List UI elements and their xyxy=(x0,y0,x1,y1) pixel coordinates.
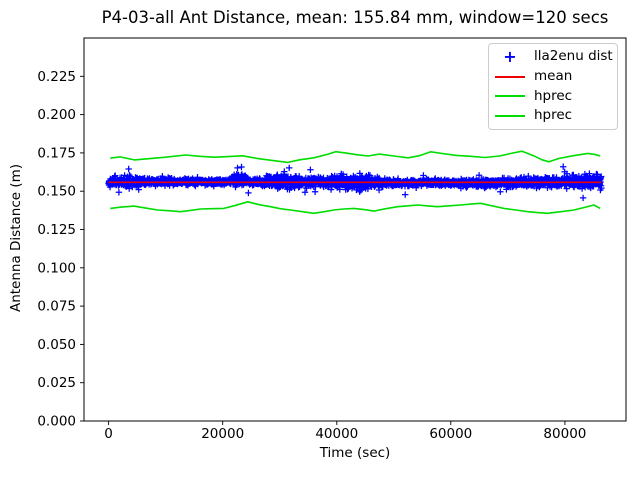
line-marker-icon xyxy=(495,75,525,78)
x-tick-label: 60000 xyxy=(429,426,472,442)
x-tick-label: 20000 xyxy=(201,426,244,442)
y-tick-label: 0.100 xyxy=(37,260,76,276)
y-tick-label: 0.000 xyxy=(37,414,76,430)
x-tick-label: 80000 xyxy=(543,426,586,442)
y-tick-label: 0.150 xyxy=(37,184,76,200)
legend: + lla2enu dist mean hprec hprec xyxy=(488,43,618,130)
legend-label: hprec xyxy=(534,107,573,124)
hprec-line xyxy=(110,201,601,215)
plus-marker-icon: + xyxy=(503,46,517,66)
legend-swatch xyxy=(495,89,525,103)
line-marker-icon xyxy=(495,95,525,98)
legend-entry-lla2enu: + lla2enu dist xyxy=(495,46,613,66)
y-tick-label: 0.225 xyxy=(37,69,76,85)
legend-entry-mean: mean xyxy=(495,67,611,84)
legend-label: mean xyxy=(534,67,573,84)
y-tick-label: 0.075 xyxy=(37,299,76,315)
x-tick-label: 0 xyxy=(104,426,113,442)
legend-swatch xyxy=(495,70,525,84)
line-marker-icon xyxy=(495,115,525,118)
legend-label: lla2enu dist xyxy=(534,48,613,65)
chart-title: P4-03-all Ant Distance, mean: 155.84 mm,… xyxy=(101,8,609,27)
y-tick-label: 0.175 xyxy=(37,145,76,161)
y-axis-label: Antenna Distance (m) xyxy=(8,163,24,313)
y-tick-label: 0.050 xyxy=(37,337,76,353)
legend-swatch xyxy=(495,109,525,123)
y-tick-label: 0.025 xyxy=(37,375,76,391)
hprec-line xyxy=(110,150,601,164)
x-tick-label: 40000 xyxy=(315,426,358,442)
legend-swatch: + xyxy=(495,46,525,66)
legend-entry-hprec-upper: hprec xyxy=(495,89,611,103)
x-axis-label: Time (sec) xyxy=(319,445,391,461)
y-tick-label: 0.200 xyxy=(37,107,76,123)
y-tick-label: 0.125 xyxy=(37,222,76,238)
legend-label: hprec xyxy=(534,87,573,104)
legend-entry-hprec-lower: hprec xyxy=(495,109,611,123)
